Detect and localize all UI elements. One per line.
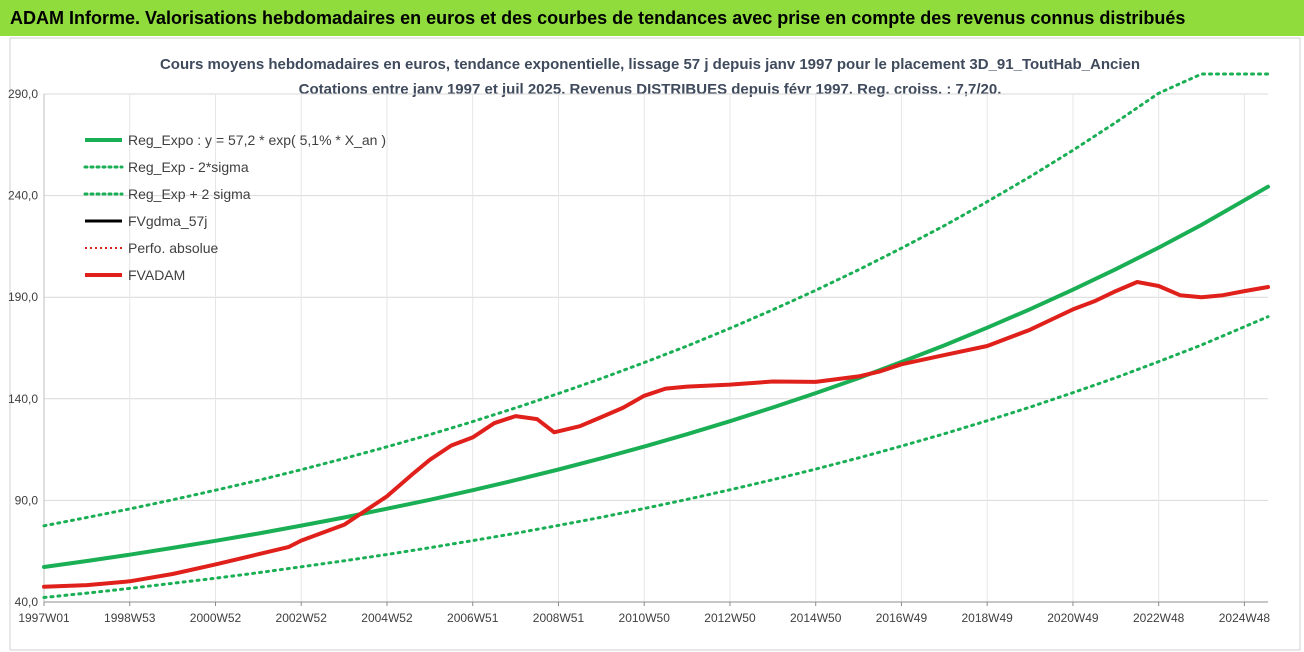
y-tick-label: 290,0 — [8, 87, 38, 101]
y-tick-label: 240,0 — [8, 189, 38, 203]
chart-subtitle: Cotations entre janv 1997 et juil 2025. … — [299, 81, 1002, 98]
x-tick-label: 2006W51 — [447, 611, 499, 625]
legend-label-reg-exp-minus: Reg_Exp - 2*sigma — [128, 159, 249, 175]
legend-label-reg-exp-plus: Reg_Exp + 2 sigma — [128, 186, 251, 202]
x-tick-label: 1998W53 — [104, 611, 156, 625]
legend-label-reg-expo: Reg_Expo : y = 57,2 * exp( 5,1% * X_an ) — [128, 132, 386, 148]
series-line-reg-exp-2 — [42, 72, 1270, 528]
y-tick-label: 190,0 — [8, 290, 38, 304]
legend: Reg_Expo : y = 57,2 * exp( 5,1% * X_an )… — [83, 132, 386, 283]
x-tick-label: 2020W49 — [1047, 611, 1099, 625]
y-tick-label: 90,0 — [15, 493, 39, 507]
x-tick-label: 2024W48 — [1219, 611, 1271, 625]
x-tick-label: 2004W52 — [361, 611, 413, 625]
x-tick-label: 2016W49 — [876, 611, 928, 625]
y-tick-label: 140,0 — [8, 392, 38, 406]
x-tick-label: 2002W52 — [276, 611, 328, 625]
legend-label-fvadam: FVADAM — [128, 267, 185, 283]
x-tick-label: 1997W01 — [18, 611, 70, 625]
x-tick-label: 2014W50 — [790, 611, 842, 625]
series-line-fvadam-5 — [42, 280, 1270, 589]
chart-title: Cours moyens hebdomadaires en euros, ten… — [160, 56, 1140, 73]
x-tick-label: 2022W48 — [1133, 611, 1185, 625]
x-axis: 1997W01 1998W53 2000W52 2002W52 2004W52 2006W… — [18, 601, 1271, 625]
y-tick-label: 40,0 — [15, 595, 39, 609]
x-tick-label: 2000W52 — [190, 611, 242, 625]
chart-frame: Cours moyens hebdomadaires en euros, ten… — [0, 36, 1304, 652]
series-line-reg-expo-0 — [42, 184, 1270, 569]
chart-svg: Cours moyens hebdomadaires en euros, ten… — [8, 37, 1301, 651]
series-line-reg-exp-1 — [42, 315, 1270, 599]
x-tick-label: 2018W49 — [961, 611, 1013, 625]
legend-label-perfo: Perfo. absolue — [128, 240, 218, 256]
x-tick-label: 2012W50 — [704, 611, 756, 625]
legend-label-fvgdma: FVgdma_57j — [128, 213, 207, 229]
chart-border — [9, 37, 1301, 651]
x-tick-label: 2008W51 — [533, 611, 585, 625]
x-tick-label: 2010W50 — [619, 611, 671, 625]
banner-title: ADAM Informe. Valorisations hebdomadaire… — [0, 0, 1304, 36]
plot-area — [42, 72, 1270, 599]
y-axis: 40,0 90,0 140,0 190,0 240,0 290,0 — [8, 87, 45, 609]
